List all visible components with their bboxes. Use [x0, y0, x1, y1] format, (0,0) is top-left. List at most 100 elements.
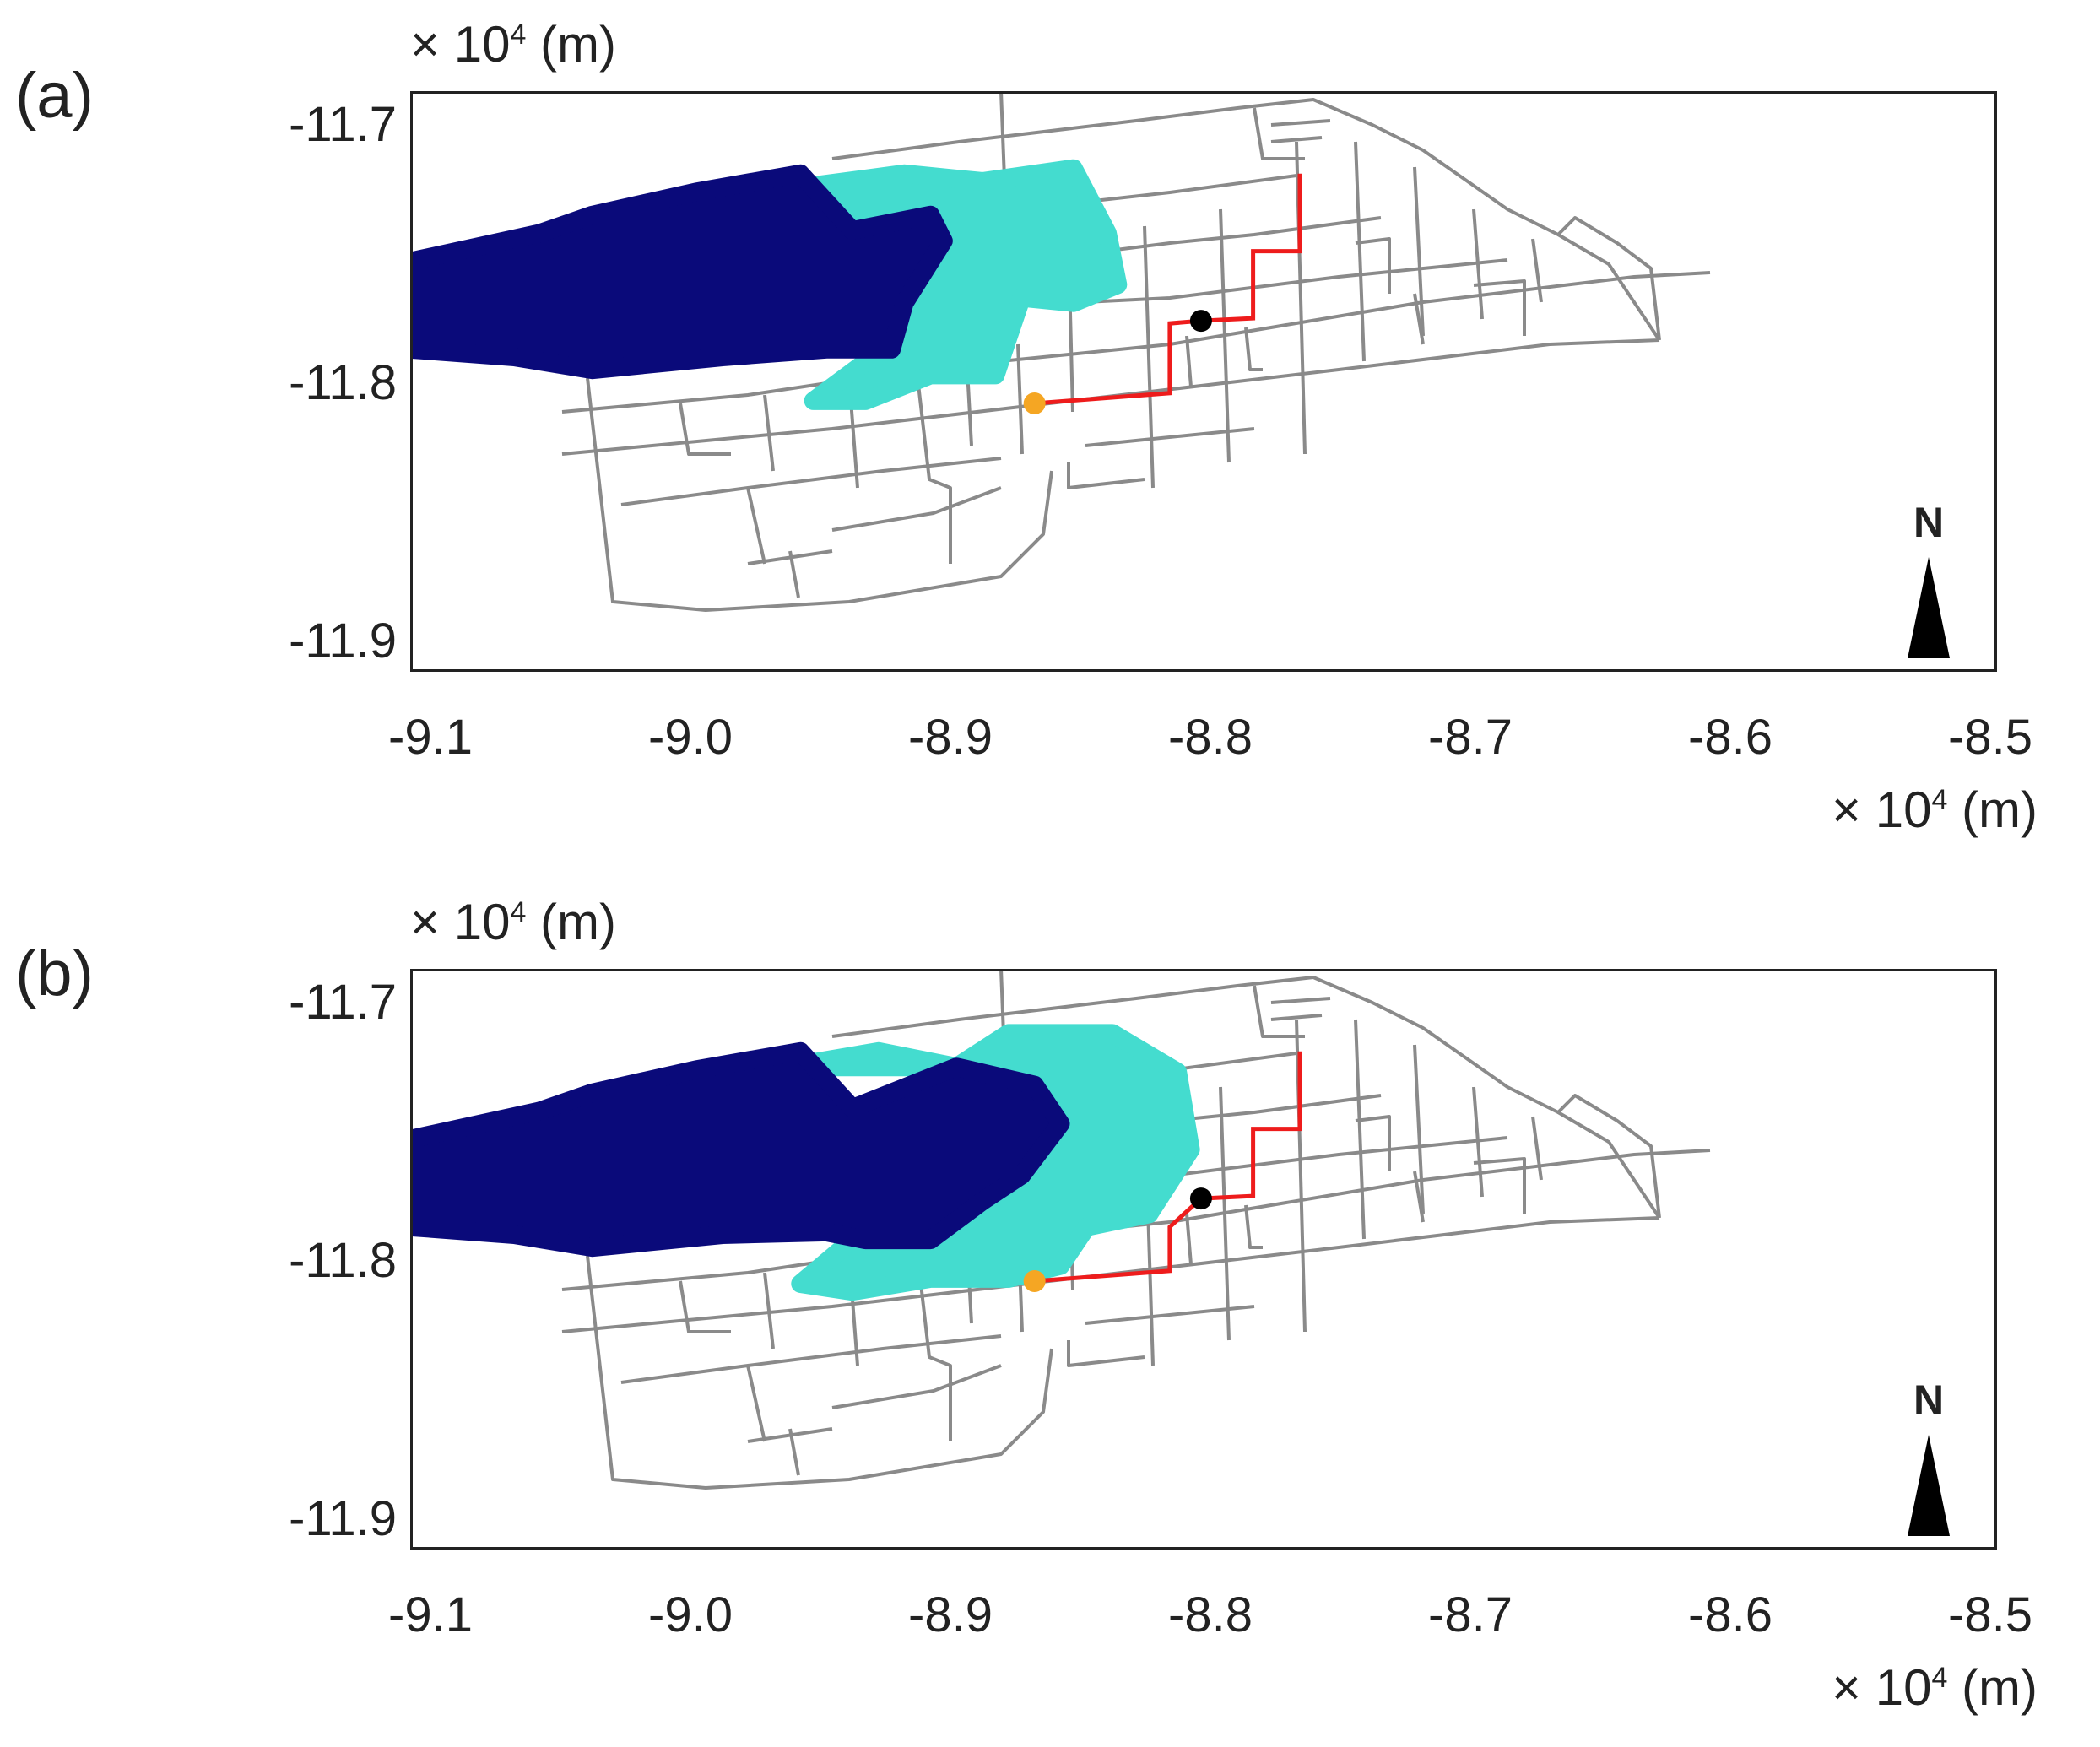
road-segment: [831, 1364, 1002, 1409]
x-tick-label: -9.1: [388, 710, 473, 765]
road-segment: [915, 369, 952, 564]
map-plot-area: [410, 969, 1711, 1490]
x-axis-unit-label: × 104 (m): [1832, 1659, 2038, 1716]
road-segment: [1413, 1044, 1425, 1214]
x-tick-label: -9.0: [648, 1587, 733, 1642]
x-tick-label: -8.5: [1948, 1587, 2032, 1642]
road-segment: [1531, 1116, 1543, 1181]
road-segment: [1354, 1019, 1366, 1240]
x-tick-label: -8.5: [1948, 710, 2032, 765]
y-tick-label: -11.9: [289, 1491, 397, 1546]
road-segment: [1067, 462, 1145, 489]
north-arrow-icon: [1908, 557, 1950, 658]
road-segment: [915, 1247, 952, 1441]
road-segment: [1016, 343, 1024, 455]
road-segment: [1556, 233, 1661, 342]
road-segment: [1355, 1115, 1391, 1171]
y-tick-label: -11.8: [289, 1233, 397, 1288]
road-segment: [1270, 997, 1331, 1004]
road-segment: [561, 1216, 1660, 1333]
road-segment: [1556, 1111, 1661, 1220]
x-tick-label: -8.9: [908, 710, 993, 765]
y-tick-label: -11.7: [289, 97, 397, 152]
route-line: [1034, 173, 1302, 406]
x-tick-label: -9.0: [648, 710, 733, 765]
north-arrow: N: [1903, 1376, 1954, 1536]
road-segment: [1067, 1340, 1145, 1367]
road-segment: [1354, 141, 1366, 362]
road-segment: [620, 457, 1002, 506]
road-segment: [1253, 985, 1305, 1038]
y-tick-label: -11.7: [289, 975, 397, 1030]
x-tick-label: -8.7: [1428, 1587, 1513, 1642]
road-segment: [763, 1272, 775, 1349]
map-plot-area: [410, 91, 1711, 612]
start-point-marker: [1023, 392, 1046, 414]
north-label: N: [1913, 1377, 1945, 1424]
y-tick-label: -11.8: [289, 355, 397, 410]
x-axis-unit-label: × 104 (m): [1832, 782, 2038, 838]
road-segment: [1244, 1204, 1263, 1249]
road-segment: [586, 1255, 1053, 1490]
road-segment: [788, 550, 800, 598]
road-segment: [831, 98, 1661, 341]
road-segment: [1085, 1305, 1255, 1325]
road-segment: [746, 487, 766, 565]
map-panel-b: (b) × 104 (m) -11.7 -11.8 -11.9 -9.1 -9.…: [0, 878, 2100, 1747]
north-arrow-icon: [1908, 1435, 1950, 1536]
road-segment: [1473, 279, 1526, 336]
road-segment: [1472, 1086, 1484, 1198]
road-segment: [1143, 225, 1155, 489]
road-segment: [831, 486, 1002, 532]
road-segment: [1472, 208, 1484, 320]
dark-region: [410, 1041, 1070, 1258]
x-tick-label: -8.6: [1688, 1587, 1773, 1642]
north-label: N: [1913, 499, 1945, 546]
x-tick-label: -8.8: [1168, 710, 1253, 765]
end-point-marker: [1189, 310, 1212, 333]
road-segment: [561, 1149, 1711, 1291]
road-segment: [620, 1334, 1002, 1384]
panel-label: (b): [15, 938, 94, 1009]
road-segment: [1270, 136, 1323, 143]
road-segment: [1413, 293, 1425, 345]
x-tick-label: -8.6: [1688, 710, 1773, 765]
road-segment: [1413, 1171, 1425, 1223]
x-tick-label: -9.1: [388, 1587, 473, 1642]
plot-frame: [410, 969, 1997, 1550]
end-point-marker: [1189, 1187, 1212, 1210]
x-tick-label: -8.9: [908, 1587, 993, 1642]
road-segment: [586, 377, 1053, 612]
road-segment: [1413, 166, 1425, 337]
road-segment: [1185, 335, 1193, 387]
map-panel-a: (a) × 104 (m) -11.7 -11.8 -11.9 -9.1 -9.…: [0, 0, 2100, 869]
y-axis-unit-label: × 104 (m): [410, 16, 616, 73]
north-arrow: N: [1903, 498, 1954, 658]
x-tick-label: -8.7: [1428, 710, 1513, 765]
road-segment: [679, 1280, 731, 1333]
road-segment: [1270, 119, 1331, 127]
plot-frame: [410, 91, 1997, 672]
dark-region: [410, 164, 953, 380]
road-segment: [1531, 238, 1543, 303]
road-segment: [1185, 1213, 1193, 1265]
road-segment: [1355, 237, 1391, 294]
road-segment: [1253, 107, 1305, 160]
road-segment: [1085, 427, 1255, 447]
y-axis-unit-label: × 104 (m): [410, 894, 616, 950]
road-segment: [1219, 208, 1231, 463]
x-tick-label: -8.8: [1168, 1587, 1253, 1642]
road-segment: [1270, 1014, 1323, 1021]
road-segment: [1244, 327, 1263, 371]
road-segment: [1219, 1086, 1231, 1341]
road-segment: [561, 338, 1660, 456]
road-segment: [763, 394, 775, 472]
road-segment: [1473, 1157, 1526, 1214]
road-segment: [679, 403, 731, 456]
road-segment: [831, 976, 1661, 1219]
y-tick-label: -11.9: [289, 614, 397, 668]
start-point-marker: [1023, 1269, 1046, 1292]
route-line: [1034, 1051, 1302, 1284]
panel-label: (a): [15, 60, 94, 132]
road-segment: [788, 1428, 800, 1476]
